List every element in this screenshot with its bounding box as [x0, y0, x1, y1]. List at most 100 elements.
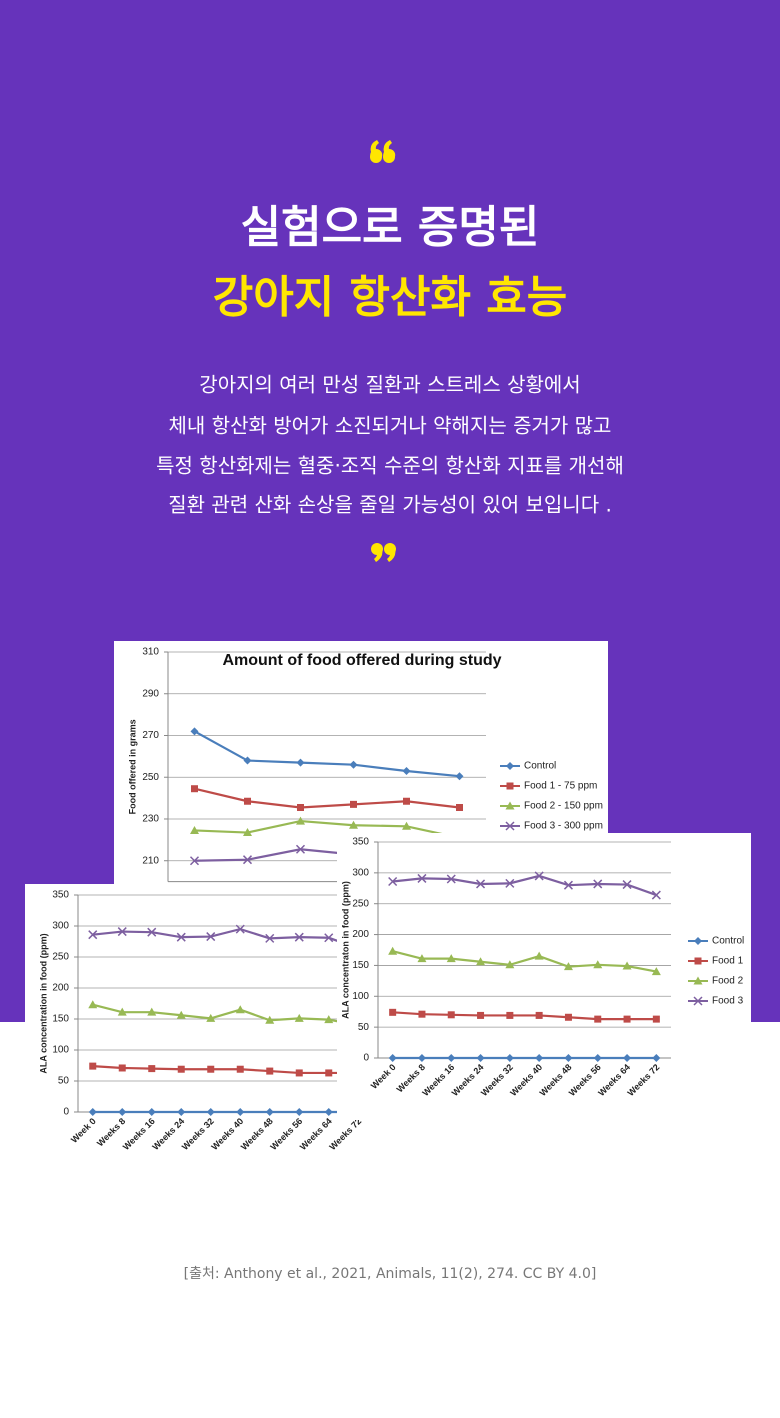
point: [177, 1065, 185, 1073]
legend-marker: [694, 937, 702, 945]
chart-title: Amount of food offered during study: [222, 652, 501, 669]
y-tick-label: 150: [352, 960, 369, 971]
point: [324, 933, 334, 943]
point: [236, 1108, 245, 1116]
point: [206, 932, 216, 942]
point: [324, 1015, 334, 1024]
point: [243, 828, 252, 837]
chart-background: [25, 884, 375, 1160]
point: [417, 954, 427, 963]
point: [417, 1054, 426, 1062]
legend-label: Food 2 - 150 ppm: [524, 801, 603, 812]
point: [505, 960, 515, 969]
point: [476, 957, 486, 966]
y-tick-label: 50: [58, 1076, 70, 1087]
point: [296, 816, 305, 825]
title-line: 실험으로 증명된: [241, 202, 540, 253]
legend-marker: [693, 976, 703, 985]
point: [447, 1054, 456, 1062]
y-tick-label: 270: [142, 730, 159, 741]
point: [593, 1054, 602, 1062]
point: [176, 932, 186, 942]
point: [296, 758, 305, 767]
point: [243, 756, 252, 765]
point: [402, 766, 411, 775]
y-tick-label: 300: [352, 867, 369, 878]
point: [190, 825, 199, 834]
point: [206, 1013, 216, 1022]
y-tick-label: 250: [352, 898, 369, 909]
point: [622, 880, 632, 890]
legend-marker: [694, 957, 702, 965]
point: [535, 1011, 543, 1019]
point: [190, 727, 199, 736]
legend-label: Food 1 - 75 ppm: [524, 781, 597, 792]
body-line: 강아지의 여러 만성 질환과 스트레스 상황에서: [199, 373, 580, 397]
point: [417, 873, 427, 883]
series-line: [92, 1003, 359, 1027]
body-line: 특정 항산화제는 혈중·조직 수준의 항산화 지표를 개선해: [156, 454, 624, 478]
point: [295, 1069, 303, 1077]
y-tick-label: 300: [52, 921, 69, 932]
point: [206, 1108, 215, 1116]
chart-background: [337, 833, 751, 1120]
point: [506, 1011, 514, 1019]
point: [564, 1054, 573, 1062]
point: [294, 932, 304, 942]
point: [403, 797, 410, 805]
point: [117, 927, 127, 937]
point: [88, 930, 98, 940]
y-tick-label: 310: [142, 647, 159, 658]
y-tick-label: 290: [142, 688, 159, 699]
legend-label: Control: [712, 936, 744, 947]
legend-marker: [505, 801, 515, 810]
point: [297, 804, 304, 812]
point: [295, 1108, 304, 1116]
point: [476, 879, 486, 889]
point: [349, 760, 358, 769]
series-line: [194, 819, 460, 839]
point: [294, 1013, 304, 1022]
y-axis-label: Food offered in grams: [127, 719, 137, 814]
point: [402, 821, 411, 830]
point: [147, 927, 157, 937]
point: [265, 1108, 274, 1116]
point: [117, 1007, 127, 1016]
point: [388, 876, 398, 887]
point: [89, 1062, 97, 1070]
point: [563, 962, 573, 971]
point: [476, 1054, 485, 1062]
legend-marker: [506, 782, 514, 790]
point: [623, 1015, 631, 1023]
series-line: [92, 1065, 359, 1075]
legend-marker: [506, 762, 514, 770]
point: [235, 924, 245, 934]
y-tick-label: 350: [52, 890, 69, 901]
series-line: [193, 730, 460, 778]
point: [477, 1011, 485, 1019]
point: [349, 820, 358, 829]
legend-label: Food 3: [712, 996, 744, 1007]
series-line: [392, 1011, 657, 1021]
y-tick-label: 100: [52, 1045, 69, 1056]
series-line: [392, 874, 657, 897]
point: [652, 1015, 660, 1023]
legend-marker: [505, 821, 515, 831]
legend-label: Food 2: [712, 976, 744, 987]
point: [535, 1054, 544, 1062]
body-line: 질환 관련 산화 손상을 줄일 가능성이 있어 보입니다 .: [168, 493, 612, 517]
y-tick-label: 200: [52, 983, 69, 994]
point: [148, 1065, 156, 1073]
series-line: [92, 927, 359, 950]
citation: [출처: Anthony et al., 2021, Animals, 11(2…: [184, 1266, 597, 1282]
point: [456, 804, 463, 812]
y-tick-label: 250: [52, 952, 69, 963]
y-tick-label: 350: [352, 837, 369, 848]
legend-marker: [693, 996, 703, 1006]
point: [534, 871, 544, 881]
point: [325, 1069, 333, 1077]
point: [176, 1010, 186, 1019]
